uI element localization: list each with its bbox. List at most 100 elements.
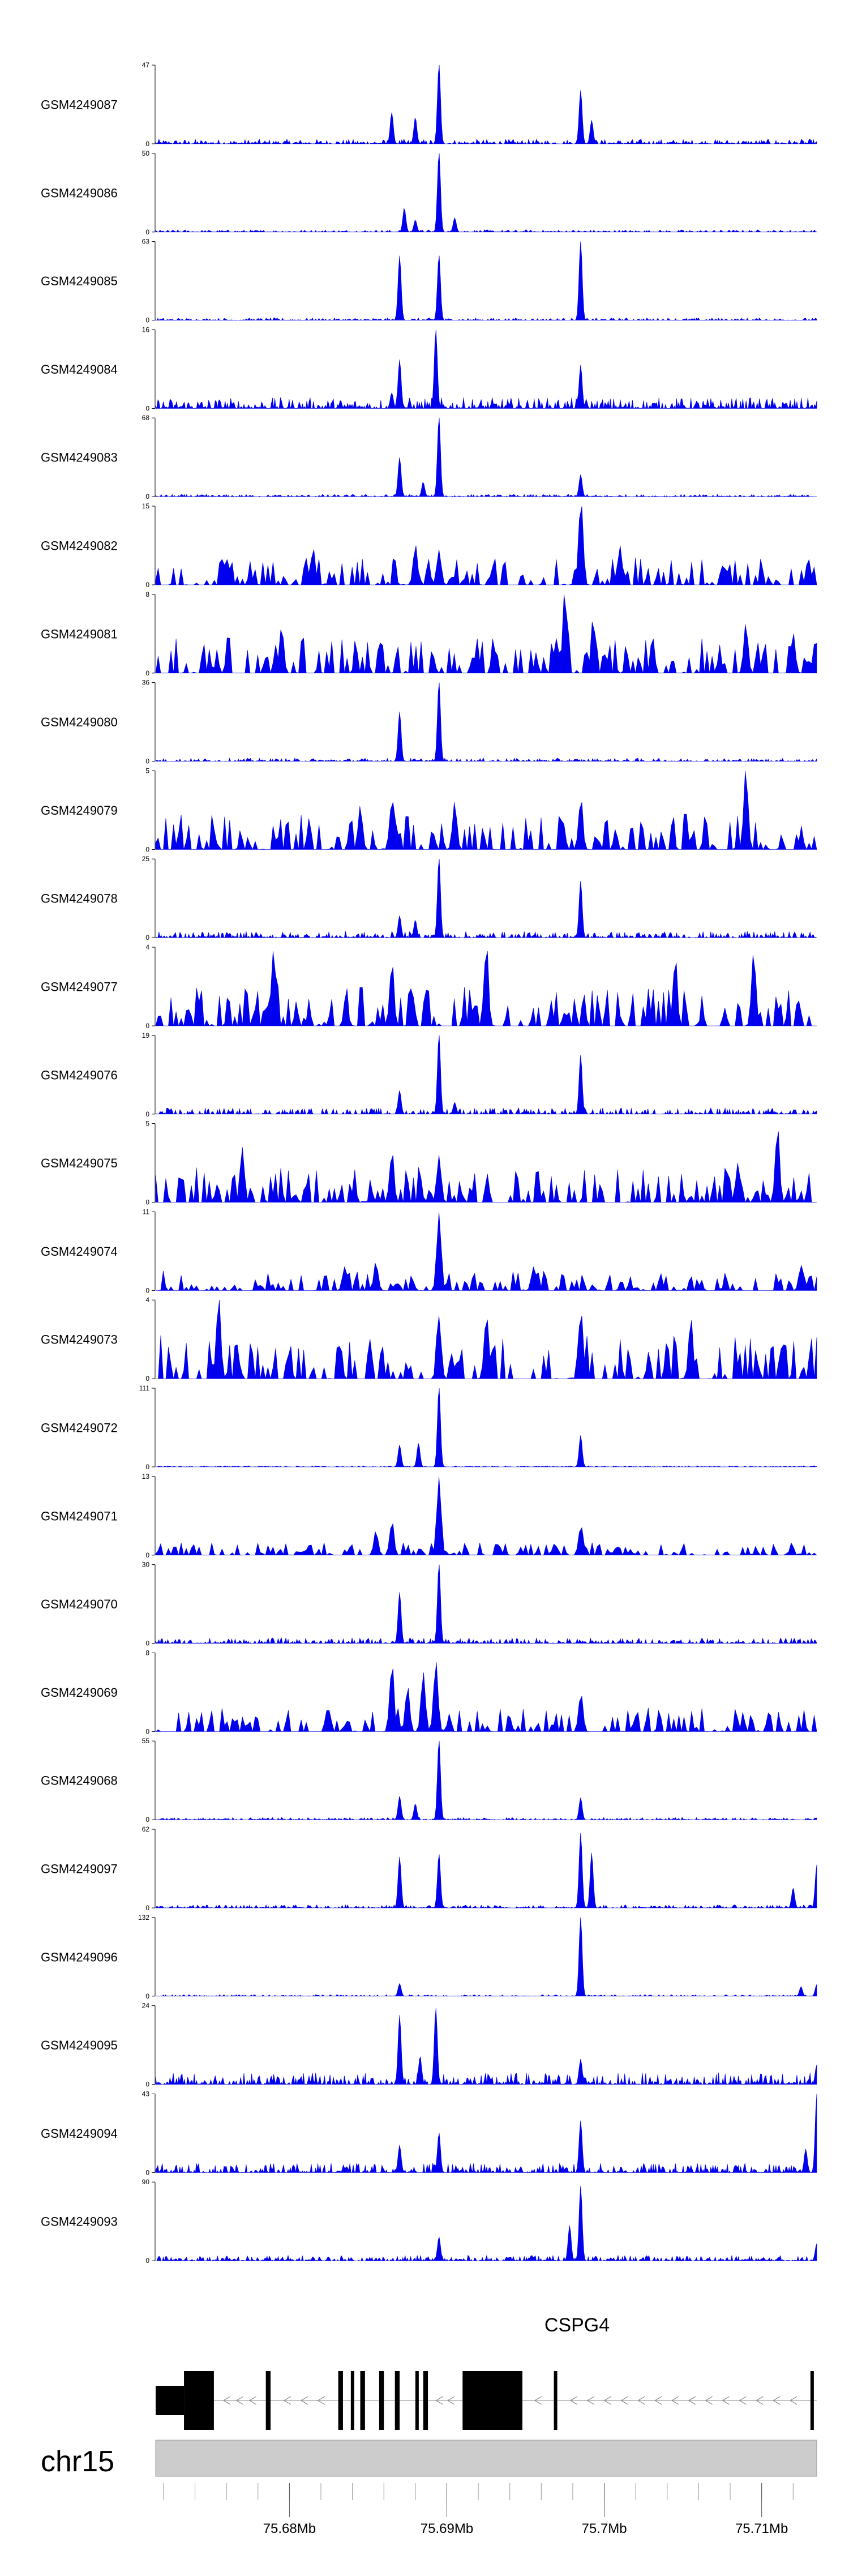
track-name-label: GSM4249081 xyxy=(41,627,118,641)
genomic-coordinate-axis: 75.68Mb 75.69Mb 75.7Mb 75.71Mb xyxy=(163,2483,794,2536)
y-min-label: 0 xyxy=(145,1727,149,1735)
track-name-label: GSM4249086 xyxy=(41,186,118,200)
y-min-label: 0 xyxy=(145,669,149,677)
strand-arrow xyxy=(620,2396,628,2405)
track-GSM4249068: GSM4249068 55 0 xyxy=(41,1737,817,1824)
coverage-area xyxy=(155,594,817,674)
y-max-label: 16 xyxy=(142,326,150,333)
y-max-label: 111 xyxy=(139,1384,150,1392)
y-min-label: 0 xyxy=(145,845,149,853)
track-GSM4249075: GSM4249075 5 0 xyxy=(41,1120,817,1206)
y-max-label: 13 xyxy=(142,1473,150,1480)
y-min-label: 0 xyxy=(145,934,149,942)
gene-utr xyxy=(156,2386,185,2415)
x-tick-label: 75.71Mb xyxy=(735,2521,788,2536)
y-min-label: 0 xyxy=(145,758,149,765)
strand-arrow xyxy=(447,2396,455,2405)
y-max-label: 36 xyxy=(142,679,150,687)
track-name-label: GSM4249080 xyxy=(41,715,118,729)
track-name-label: GSM4249096 xyxy=(41,1950,118,1964)
y-max-label: 19 xyxy=(142,1032,150,1039)
track-name-label: GSM4249085 xyxy=(41,274,118,288)
coverage-area xyxy=(155,1131,817,1203)
strand-arrow xyxy=(756,2396,764,2405)
coverage-area xyxy=(156,1212,817,1291)
track-GSM4249082: GSM4249082 15 0 xyxy=(41,502,817,589)
track-name-label: GSM4249077 xyxy=(41,980,118,994)
y-max-label: 132 xyxy=(138,1914,149,1922)
coverage-tracks: GSM4249087470GSM4249086500GSM4249085630G… xyxy=(41,61,817,2265)
y-max-label: 43 xyxy=(142,2090,150,2098)
track-name-label: GSM4249069 xyxy=(41,1685,118,1700)
track-GSM4249076: GSM4249076 19 0 xyxy=(41,1032,817,1118)
y-max-label: 25 xyxy=(142,855,150,863)
strand-arrow xyxy=(248,2396,257,2405)
y-min-label: 0 xyxy=(145,1286,149,1294)
strand-arrow xyxy=(235,2396,244,2405)
gene-exon xyxy=(379,2371,384,2430)
strand-arrow xyxy=(637,2396,645,2405)
track-GSM4249079: GSM4249079 5 0 xyxy=(41,767,817,853)
y-max-label: 24 xyxy=(142,2002,150,2010)
strand-arrow xyxy=(671,2396,679,2405)
track-GSM4249096: GSM4249096 132 0 xyxy=(41,1914,817,2000)
y-min-label: 0 xyxy=(145,1022,149,1030)
coverage-area xyxy=(155,1476,817,1556)
coverage-area xyxy=(155,951,817,1027)
track-GSM4249083: GSM4249083 68 0 xyxy=(41,414,817,500)
track-GSM4249074: GSM4249074 11 0 xyxy=(41,1208,817,1294)
strand-arrow xyxy=(705,2396,713,2405)
y-min-label: 0 xyxy=(145,493,149,500)
y-min-label: 0 xyxy=(145,2168,149,2176)
y-max-label: 8 xyxy=(145,1649,149,1657)
y-max-label: 8 xyxy=(145,590,149,598)
track-name-label: GSM4249079 xyxy=(41,803,118,818)
coverage-area xyxy=(155,1833,817,1909)
gene-exon xyxy=(338,2371,343,2430)
coverage-area xyxy=(155,859,817,939)
gene-annotation-track: CSPG4 xyxy=(156,2314,817,2430)
coverage-area xyxy=(155,1917,817,1997)
track-name-label: GSM4249073 xyxy=(41,1333,118,1347)
coverage-area xyxy=(155,330,817,409)
y-min-label: 0 xyxy=(145,2257,149,2265)
y-max-label: 47 xyxy=(142,61,150,69)
strand-arrow xyxy=(300,2396,308,2405)
coverage-area xyxy=(155,2094,817,2173)
strand-arrow xyxy=(222,2396,231,2405)
y-min-label: 0 xyxy=(145,1199,149,1206)
strand-arrow xyxy=(283,2396,291,2405)
track-name-label: GSM4249084 xyxy=(41,362,118,376)
track-GSM4249072: GSM4249072 111 0 xyxy=(41,1384,817,1471)
gene-exon xyxy=(395,2371,400,2430)
coverage-area xyxy=(155,771,817,850)
y-max-label: 68 xyxy=(142,414,150,422)
strand-arrow xyxy=(739,2396,747,2405)
coverage-area xyxy=(155,1741,817,1820)
track-GSM4249080: GSM4249080 36 0 xyxy=(41,679,817,765)
chromosome-label: chr15 xyxy=(41,2445,114,2478)
y-max-label: 63 xyxy=(142,238,150,246)
coverage-area xyxy=(155,418,817,497)
track-GSM4249093: GSM4249093 90 0 xyxy=(41,2178,817,2265)
y-max-label: 4 xyxy=(145,1296,149,1304)
y-min-label: 0 xyxy=(145,1551,149,1559)
x-tick-label: 75.7Mb xyxy=(582,2521,627,2536)
coverage-area xyxy=(155,1035,817,1115)
coverage-area xyxy=(155,1662,817,1732)
track-name-label: GSM4249094 xyxy=(41,2126,118,2141)
y-min-label: 0 xyxy=(145,228,149,236)
track-name-label: GSM4249074 xyxy=(41,1244,118,1259)
track-name-label: GSM4249068 xyxy=(41,1774,118,1788)
y-min-label: 0 xyxy=(145,581,149,589)
strand-arrow xyxy=(722,2396,730,2405)
track-name-label: GSM4249071 xyxy=(41,1509,118,1523)
strand-arrow xyxy=(654,2396,662,2405)
y-min-label: 0 xyxy=(145,2081,149,2089)
track-GSM4249078: GSM4249078 25 0 xyxy=(41,855,817,942)
track-GSM4249077: GSM4249077 4 0 xyxy=(41,943,817,1030)
y-max-label: 5 xyxy=(145,767,149,774)
gene-exon xyxy=(462,2371,522,2430)
y-max-label: 62 xyxy=(142,1825,150,1833)
